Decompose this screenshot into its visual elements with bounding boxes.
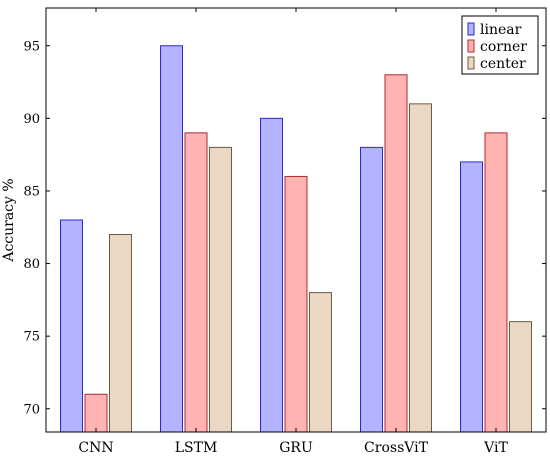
legend-swatch-linear — [467, 22, 475, 36]
plot-frame — [45, 7, 547, 433]
x-tick-label: ViT — [483, 440, 508, 456]
bar-linear-lstm — [160, 45, 183, 433]
bar-corner-cnn — [84, 393, 108, 433]
bar-corner-lstm — [184, 132, 208, 433]
bar-corner-gru — [284, 175, 308, 433]
x-tick-label: LSTM — [175, 440, 218, 456]
bar-center-cnn — [109, 234, 132, 433]
y-tick-label: 85 — [23, 184, 40, 199]
y-tick-label: 70 — [23, 402, 40, 417]
bar-corner-vit — [484, 132, 508, 433]
y-axis-label: Accuracy % — [1, 178, 17, 262]
legend-label-linear: linear — [480, 22, 522, 38]
bar-linear-cnn — [60, 219, 83, 433]
x-tick-label: CNN — [78, 440, 113, 456]
bar-center-vit — [509, 321, 532, 433]
bar-center-crossvit — [409, 103, 432, 433]
legend-swatch-center — [467, 56, 475, 70]
bar-linear-vit — [460, 161, 483, 433]
y-tick-label: 95 — [23, 39, 40, 54]
legend-box — [461, 15, 539, 75]
bar-center-lstm — [209, 146, 232, 433]
bars-group — [60, 45, 532, 433]
y-tick-label: 80 — [23, 257, 40, 272]
y-axis-ticks: 70 75 80 85 90 95 — [23, 39, 546, 417]
legend-label-center: center — [480, 56, 526, 72]
x-tick-label: GRU — [279, 440, 313, 456]
legend-swatch-corner — [467, 39, 475, 53]
legend-label-corner: corner — [480, 39, 527, 55]
y-tick-label: 75 — [23, 330, 40, 345]
x-axis-ticks: CNN LSTM GRU CrossViT ViT — [78, 8, 508, 456]
y-tick-label: 90 — [23, 112, 40, 127]
bar-linear-crossvit — [360, 146, 383, 433]
bar-center-gru — [309, 292, 332, 433]
bar-corner-crossvit — [384, 74, 408, 433]
x-tick-label: CrossViT — [364, 440, 429, 456]
bar-linear-gru — [260, 117, 283, 433]
